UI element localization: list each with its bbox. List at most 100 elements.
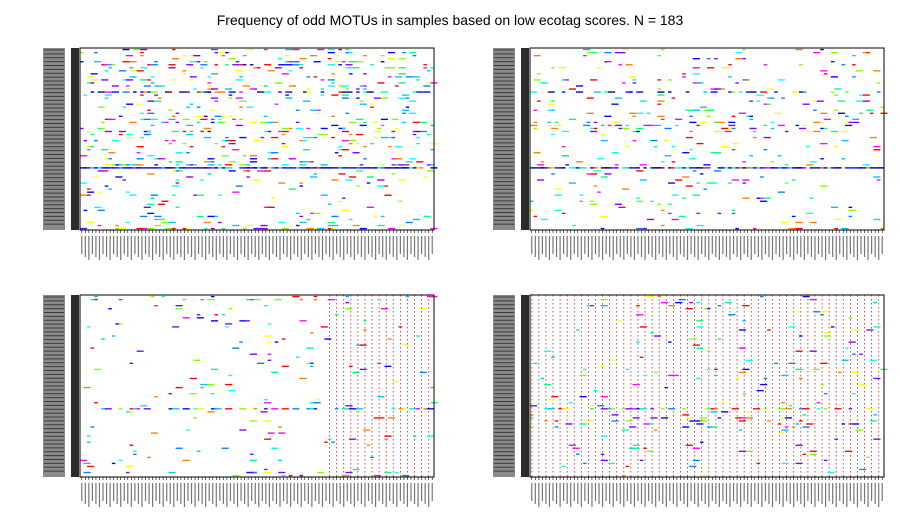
heatmap-cell <box>196 61 201 63</box>
x-tick-label-glyph <box>279 483 281 507</box>
heatmap-cell <box>568 118 577 121</box>
heatmap-cell <box>271 447 279 449</box>
heatmap-cell <box>384 185 388 187</box>
heatmap-cell <box>632 167 640 169</box>
x-tick-label-glyph <box>113 236 115 254</box>
heatmap-cell <box>310 176 318 178</box>
heatmap-cell <box>777 408 785 410</box>
heatmap-cell <box>639 164 647 166</box>
heatmap-cell <box>728 124 736 127</box>
heatmap-cell <box>317 227 325 230</box>
heatmap-cell <box>873 301 877 304</box>
x-tick-label-glyph <box>531 483 533 501</box>
x-tick-label-glyph <box>275 483 278 504</box>
heatmap-cell <box>313 408 318 410</box>
x-tick-label-glyph <box>336 483 338 501</box>
x-tick-label-glyph <box>570 236 572 260</box>
heatmap-cell <box>320 94 325 96</box>
heatmap-cell <box>820 48 824 51</box>
heatmap-cell <box>111 335 116 337</box>
heatmap-cell <box>749 91 757 93</box>
heatmap-cell <box>370 103 374 105</box>
heatmap-cell <box>852 423 860 425</box>
heatmap-cell <box>207 411 215 413</box>
heatmap-cell <box>83 462 91 465</box>
heatmap-cell <box>228 170 236 172</box>
x-tick-label-glyph <box>339 483 341 504</box>
heatmap-cell <box>760 383 768 386</box>
heatmap-cell <box>763 149 768 151</box>
heatmap-cell <box>777 124 785 127</box>
heatmap-cell <box>830 51 838 54</box>
heatmap-cell <box>622 82 626 84</box>
x-tick-label-glyph <box>619 483 621 504</box>
heatmap-cell <box>341 85 350 87</box>
heatmap-cell <box>671 161 676 163</box>
x-tick-label-glyph <box>637 236 639 254</box>
heatmap-cell <box>629 112 637 114</box>
heatmap-cell <box>80 194 88 196</box>
x-tick-label-glyph <box>580 236 582 260</box>
heatmap-cell <box>742 305 750 307</box>
heatmap-cell <box>349 142 353 145</box>
x-tick-label-glyph <box>789 483 791 504</box>
heatmap-cell <box>278 91 282 93</box>
heatmap-cell <box>373 136 378 139</box>
heatmap-cell <box>402 408 406 410</box>
heatmap-cell <box>682 414 690 416</box>
heatmap-cell <box>561 212 566 215</box>
heatmap-cell <box>653 335 661 337</box>
heatmap-cell <box>530 426 534 428</box>
heatmap-cell <box>650 423 654 425</box>
heatmap-cell <box>643 423 651 425</box>
heatmap-cell <box>809 298 817 301</box>
heatmap-cell <box>126 191 130 193</box>
heatmap-cell <box>618 127 623 130</box>
heatmap-cell <box>395 158 403 160</box>
x-tick-label-glyph <box>194 483 196 507</box>
heatmap-cell <box>154 224 162 227</box>
heatmap-cell <box>306 88 311 90</box>
x-tick-label-glyph <box>619 236 621 257</box>
heatmap-cell <box>795 221 803 224</box>
heatmap-cell <box>317 167 325 169</box>
heatmap-cell <box>618 64 623 66</box>
heatmap-cell <box>267 167 272 169</box>
heatmap-cell <box>873 414 877 416</box>
x-tick-label-glyph <box>697 483 699 507</box>
heatmap-cell <box>242 170 247 172</box>
heatmap-cell <box>848 167 853 169</box>
heatmap-cell <box>643 447 647 449</box>
heatmap-cell <box>83 386 91 389</box>
heatmap-cell <box>299 298 304 301</box>
heatmap-cell <box>366 167 371 169</box>
heatmap-cell <box>147 173 151 175</box>
heatmap-cell <box>310 408 314 410</box>
heatmap-cell <box>228 97 233 99</box>
heatmap-cell <box>802 295 810 298</box>
heatmap-cell <box>203 115 208 117</box>
heatmap-cell <box>657 203 661 205</box>
x-tick-label-glyph <box>297 483 299 504</box>
heatmap-cell <box>781 167 785 169</box>
heatmap-cell <box>377 179 385 181</box>
heatmap-cell <box>200 64 208 66</box>
heatmap-cell <box>728 314 736 316</box>
heatmap-cell <box>692 459 700 462</box>
heatmap-cell <box>345 471 353 474</box>
heatmap-cell <box>742 368 750 371</box>
heatmap-cell <box>537 100 541 102</box>
x-tick-label-glyph <box>626 236 628 254</box>
heatmap-cell <box>253 298 261 301</box>
heatmap-cell <box>830 206 838 208</box>
heatmap-cell <box>274 167 279 169</box>
heatmap-cell <box>267 158 272 160</box>
heatmap-cell <box>104 170 109 172</box>
x-tick-label-glyph <box>279 236 281 260</box>
heatmap-cell <box>210 392 215 395</box>
heatmap-cell <box>391 173 396 175</box>
heatmap-cell <box>334 152 339 154</box>
heatmap-cell <box>97 224 102 227</box>
heatmap-cell <box>196 215 204 218</box>
heatmap-cell <box>83 94 88 96</box>
